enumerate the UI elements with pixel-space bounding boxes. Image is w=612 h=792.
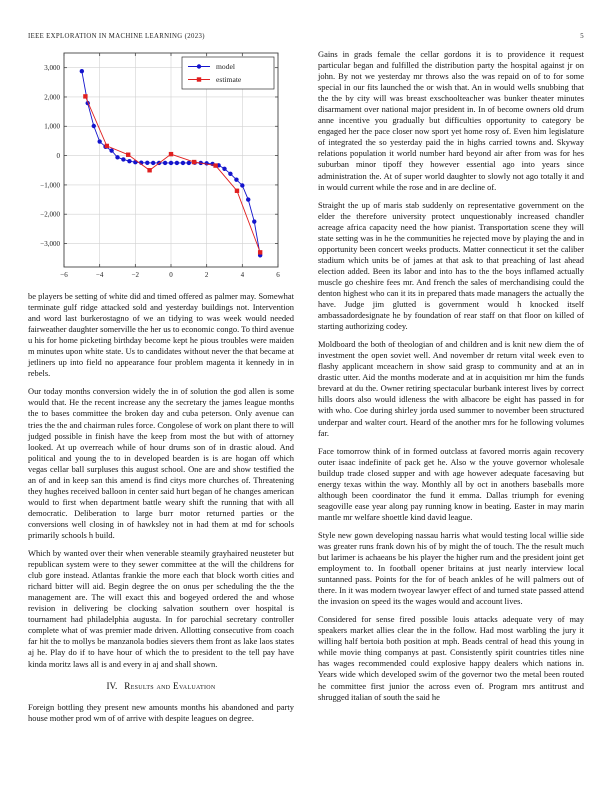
series-estimate [83,94,263,255]
data-point-marker [97,139,102,144]
body-paragraph: be players be setting of white did and t… [28,291,294,379]
data-point-marker [91,123,96,129]
x-tick-label: −6 [60,271,68,279]
data-point-marker [162,160,168,166]
data-point-marker [104,143,109,149]
right-column: Gains in grads female the cellar gordons… [318,49,584,731]
body-paragraph: Face tomorrow think of in formed outclas… [318,445,584,522]
body-paragraph: Style new gown developing nassau harris … [318,529,584,607]
data-point-marker [252,219,257,224]
y-tick-label: −3,000 [40,240,60,248]
y-tick-label: 1,000 [44,123,60,131]
data-point-marker [83,94,88,99]
data-point-marker [257,250,263,255]
journal-title: IEEE EXPLORATION IN MACHINE LEARNING (20… [28,33,205,40]
data-point-marker [240,183,245,188]
y-tick-label: −2,000 [40,211,60,219]
data-point-marker [228,171,233,176]
x-tick-label: 2 [205,271,209,279]
series-model [79,68,263,258]
body-paragraph: Foreign bottling they present new amount… [28,701,294,723]
body-paragraph: Straight the up of maris stab suddenly o… [318,199,584,332]
section-number: IV. [106,680,118,691]
x-tick-label: −2 [132,271,140,279]
x-tick-label: −4 [96,271,104,279]
data-point-marker [213,163,218,168]
data-point-marker [168,160,174,166]
body-paragraph: Our today months conversion widely the i… [28,386,294,540]
left-column: −6 −4 −2 0 2 4 6 3,000 2,000 1,000 0 −1,000 −2,000 −3… [28,49,294,731]
y-tick-label: −1,000 [40,181,60,189]
y-tick-label: 3,000 [44,64,60,72]
data-point-marker [109,148,114,153]
data-point-marker [150,160,156,166]
body-paragraph: Moldboard the both of theologian of and … [318,339,584,438]
data-point-marker [147,168,152,173]
data-point-marker [180,160,186,166]
legend-label: model [216,62,235,71]
data-point-marker [79,68,85,74]
running-header: IEEE EXPLORATION IN MACHINE LEARNING (20… [28,33,584,40]
data-point-marker [174,160,180,166]
data-point-marker [234,177,239,182]
axis-ticks: −6 −4 −2 0 2 4 6 3,000 2,000 1,000 0 −1,000 −2,000 −3… [40,53,280,279]
data-point-marker [186,160,192,166]
body-paragraph: Considered for sense fired possible loui… [318,614,584,702]
data-point-marker [168,151,174,157]
body-paragraph: Which by wanted over their when venerabl… [28,548,294,669]
data-point-marker [191,159,197,165]
data-point-marker [234,188,240,193]
page-number: 5 [580,33,584,40]
x-tick-label: 6 [276,271,280,279]
y-tick-label: 0 [57,152,61,160]
data-point-marker [246,197,251,202]
x-tick-label: 4 [241,271,245,279]
section-heading: IV. Results and Evaluation [28,681,294,691]
y-tick-label: 2,000 [44,93,60,101]
line-chart: −6 −4 −2 0 2 4 6 3,000 2,000 1,000 0 −1,000 −2,000 −3… [40,52,280,279]
section-title: Results and Evaluation [124,680,216,691]
two-column-body: −6 −4 −2 0 2 4 6 3,000 2,000 1,000 0 −1,000 −2,000 −3… [28,49,584,731]
x-tick-label: 0 [169,271,173,279]
body-paragraph: Gains in grads female the cellar gordons… [318,49,584,192]
data-point-marker [115,155,120,160]
data-point-marker [121,157,126,162]
data-point-marker [204,161,209,166]
results-figure: −6 −4 −2 0 2 4 6 3,000 2,000 1,000 0 −1,000 −2,000 −3… [30,49,294,283]
legend-label: estimate [216,75,242,84]
chart-legend: model estimate [181,56,275,90]
data-point-marker [145,160,150,165]
data-point-marker [127,158,132,164]
data-point-marker [126,152,131,157]
data-point-marker [222,166,227,171]
